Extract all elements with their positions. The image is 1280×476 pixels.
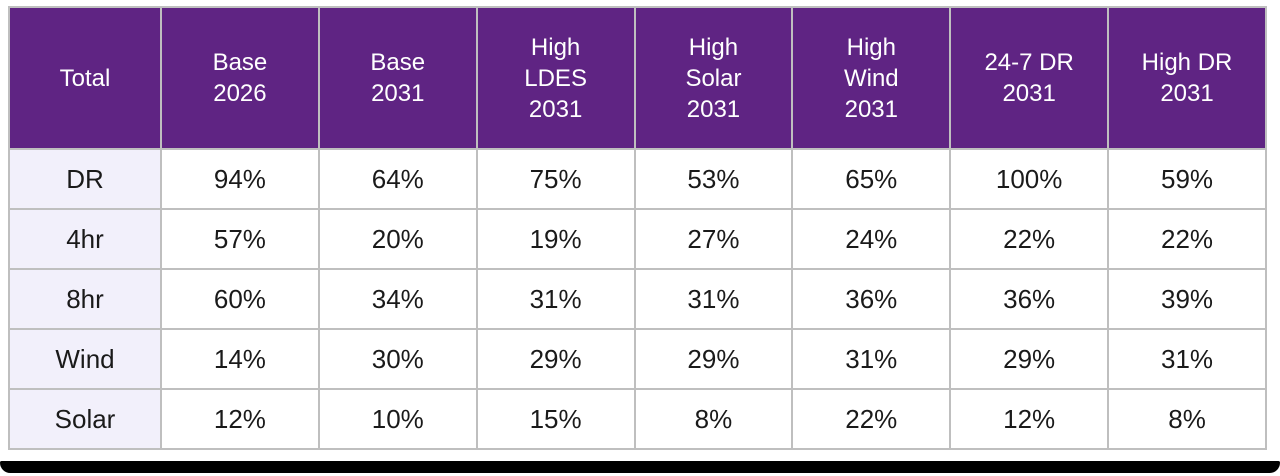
row-label: Wind	[8, 328, 162, 390]
row-label: Solar	[8, 388, 162, 450]
value-cell: 94%	[160, 148, 320, 210]
value-cell: 36%	[949, 268, 1110, 330]
table-row: 4hr 57% 20% 19% 27% 24% 22% 22%	[8, 208, 1267, 270]
value-cell: 31%	[791, 328, 952, 390]
value-cell: 14%	[160, 328, 320, 390]
value-cell: 39%	[1107, 268, 1267, 330]
value-cell: 34%	[317, 268, 478, 330]
value-cell: 31%	[1107, 328, 1267, 390]
column-header: Base 2031	[317, 6, 478, 150]
value-cell: 100%	[949, 148, 1110, 210]
row-label: 4hr	[8, 208, 162, 270]
value-cell: 22%	[1107, 208, 1267, 270]
column-header: High DR 2031	[1107, 6, 1267, 150]
value-cell: 60%	[160, 268, 320, 330]
value-cell: 27%	[633, 208, 794, 270]
table-row: Solar 12% 10% 15% 8% 22% 12% 8%	[8, 388, 1267, 450]
column-header: Base 2026	[160, 6, 320, 150]
value-cell: 64%	[317, 148, 478, 210]
table-row: Wind 14% 30% 29% 29% 31% 29% 31%	[8, 328, 1267, 390]
value-cell: 20%	[317, 208, 478, 270]
value-cell: 75%	[475, 148, 636, 210]
row-label: DR	[8, 148, 162, 210]
value-cell: 22%	[949, 208, 1110, 270]
slide-bottom-border	[0, 461, 1280, 473]
value-cell: 53%	[633, 148, 794, 210]
table-row: DR 94% 64% 75% 53% 65% 100% 59%	[8, 148, 1267, 210]
value-cell: 10%	[317, 388, 478, 450]
value-cell: 19%	[475, 208, 636, 270]
value-cell: 57%	[160, 208, 320, 270]
value-cell: 36%	[791, 268, 952, 330]
value-cell: 31%	[633, 268, 794, 330]
value-cell: 30%	[317, 328, 478, 390]
column-header: 24-7 DR 2031	[949, 6, 1110, 150]
table-row: 8hr 60% 34% 31% 31% 36% 36% 39%	[8, 268, 1267, 330]
value-cell: 12%	[949, 388, 1110, 450]
value-cell: 24%	[791, 208, 952, 270]
value-cell: 31%	[475, 268, 636, 330]
value-cell: 29%	[949, 328, 1110, 390]
value-cell: 29%	[633, 328, 794, 390]
value-cell: 12%	[160, 388, 320, 450]
value-cell: 8%	[1107, 388, 1267, 450]
scenario-percentage-table: Total Base 2026 Base 2031 High LDES 2031 Hig…	[8, 6, 1267, 450]
table-header-row: Total Base 2026 Base 2031 High LDES 2031 Hig…	[8, 6, 1267, 150]
column-header: High LDES 2031	[475, 6, 636, 150]
row-label: 8hr	[8, 268, 162, 330]
value-cell: 59%	[1107, 148, 1267, 210]
value-cell: 22%	[791, 388, 952, 450]
column-header: High Wind 2031	[791, 6, 952, 150]
value-cell: 29%	[475, 328, 636, 390]
corner-header-total: Total	[8, 6, 162, 150]
value-cell: 8%	[633, 388, 794, 450]
value-cell: 65%	[791, 148, 952, 210]
value-cell: 15%	[475, 388, 636, 450]
column-header: High Solar 2031	[633, 6, 794, 150]
